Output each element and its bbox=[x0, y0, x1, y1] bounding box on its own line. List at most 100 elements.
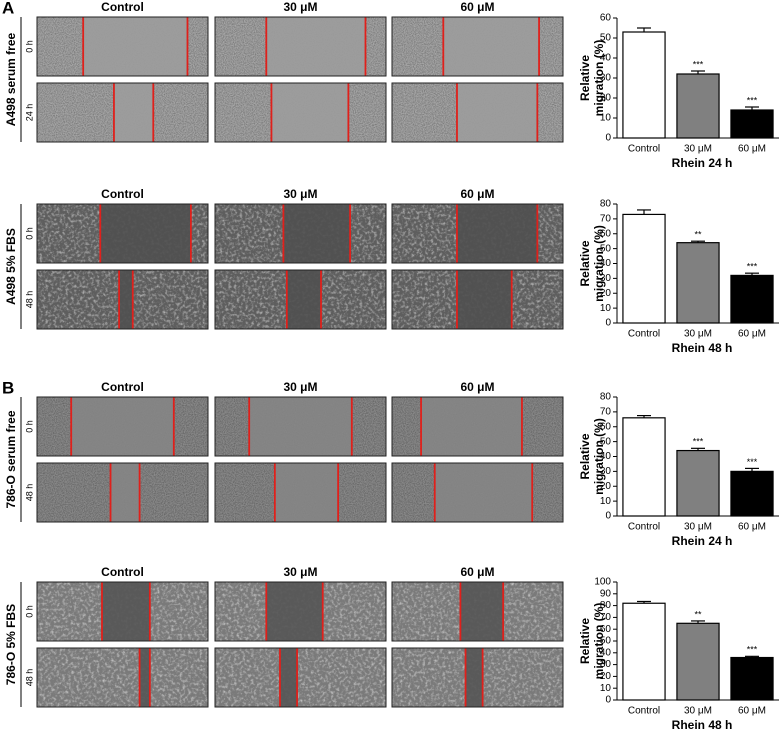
group-label: A498 serum free bbox=[4, 32, 18, 126]
significance: *** bbox=[747, 262, 758, 272]
wound-area bbox=[249, 397, 352, 456]
micrograph-texture bbox=[215, 648, 386, 707]
significance: *** bbox=[747, 645, 758, 655]
wound-area bbox=[266, 17, 366, 76]
y-tick-label: 40 bbox=[600, 451, 612, 462]
micrograph-border bbox=[214, 462, 387, 523]
column-header: Control bbox=[101, 187, 144, 201]
bar bbox=[676, 622, 720, 701]
y-tick-label: 100 bbox=[594, 577, 611, 588]
y-axis-label: Relative bbox=[578, 618, 592, 664]
y-tick-label: 30 bbox=[600, 466, 612, 477]
micrograph-border bbox=[391, 581, 564, 642]
micrograph-border bbox=[36, 269, 209, 330]
column-header: 60 μM bbox=[460, 565, 494, 579]
micrograph-texture bbox=[37, 648, 208, 707]
wound-area bbox=[434, 463, 533, 522]
bar bbox=[730, 274, 774, 324]
micrograph-border bbox=[391, 647, 564, 708]
y-tick-label: 20 bbox=[600, 671, 612, 682]
y-tick-label: 0 bbox=[605, 133, 611, 144]
wound-area bbox=[113, 83, 154, 142]
y-tick-label: 10 bbox=[600, 496, 612, 507]
y-tick-label: 40 bbox=[600, 258, 612, 269]
y-tick-label: 40 bbox=[600, 647, 612, 658]
micrograph-border bbox=[214, 581, 387, 642]
y-tick-label: 10 bbox=[600, 683, 612, 694]
y-tick-label: 0 bbox=[605, 695, 611, 706]
x-tick-label: 60 μM bbox=[738, 522, 766, 533]
micrograph-border bbox=[36, 203, 209, 264]
bar bbox=[622, 31, 666, 139]
y-tick-label: 30 bbox=[600, 659, 612, 670]
bar bbox=[676, 73, 720, 139]
y-tick-label: 20 bbox=[600, 93, 612, 104]
panel-letter: A bbox=[2, 0, 14, 17]
bar bbox=[730, 656, 774, 701]
y-axis-label: Relative bbox=[578, 433, 592, 479]
wound-area bbox=[100, 204, 191, 263]
wound-area bbox=[139, 648, 150, 707]
column-header: Control bbox=[101, 0, 144, 14]
y-axis-label: Relative bbox=[578, 55, 592, 101]
x-tick-label: Control bbox=[628, 144, 660, 155]
row-label: 0 h bbox=[24, 605, 34, 618]
micrograph-border bbox=[214, 16, 387, 77]
wound-area bbox=[456, 270, 512, 329]
group-label: 786-O serum free bbox=[4, 410, 18, 508]
y-tick-label: 30 bbox=[600, 273, 612, 284]
micrograph-border bbox=[214, 647, 387, 708]
bar bbox=[622, 417, 666, 517]
y-tick-label: 60 bbox=[600, 13, 612, 24]
wound-area bbox=[421, 397, 522, 456]
x-tick-label: Control bbox=[628, 706, 660, 717]
y-tick-label: 70 bbox=[600, 214, 612, 225]
column-header: 30 μM bbox=[283, 187, 317, 201]
row-label: 48 h bbox=[24, 291, 34, 309]
y-tick-label: 90 bbox=[600, 588, 612, 599]
micrograph-border bbox=[36, 647, 209, 708]
column-header: Control bbox=[101, 380, 144, 394]
wound-area bbox=[101, 582, 150, 641]
micrograph-border bbox=[391, 396, 564, 457]
y-tick-label: 60 bbox=[600, 228, 612, 239]
y-axis-label: Relative bbox=[578, 240, 592, 286]
row-label: 0 h bbox=[24, 40, 34, 53]
row-label: 48 h bbox=[24, 484, 34, 502]
y-tick-label: 70 bbox=[600, 407, 612, 418]
micrograph-border bbox=[391, 203, 564, 264]
micrograph-border bbox=[391, 16, 564, 77]
wound-area bbox=[119, 270, 133, 329]
column-header: 30 μM bbox=[283, 0, 317, 14]
bar bbox=[730, 470, 774, 517]
y-tick-label: 20 bbox=[600, 288, 612, 299]
significance: *** bbox=[747, 457, 758, 467]
x-axis-label: Rhein 48 h bbox=[672, 341, 733, 355]
x-tick-label: 30 μM bbox=[684, 522, 712, 533]
significance: ** bbox=[694, 230, 702, 240]
x-tick-label: Control bbox=[628, 522, 660, 533]
wound-area bbox=[443, 17, 540, 76]
x-tick-label: 30 μM bbox=[684, 706, 712, 717]
micrograph-border bbox=[391, 269, 564, 330]
significance: ** bbox=[694, 609, 702, 619]
x-axis-label: Rhein 24 h bbox=[672, 156, 733, 170]
wound-area bbox=[271, 83, 349, 142]
column-header: Control bbox=[101, 565, 144, 579]
x-tick-label: 60 μM bbox=[738, 329, 766, 340]
y-tick-label: 80 bbox=[600, 392, 612, 403]
bar bbox=[730, 109, 774, 139]
x-axis-label: Rhein 48 h bbox=[672, 718, 733, 730]
bar bbox=[676, 242, 720, 324]
wound-area bbox=[460, 582, 504, 641]
x-tick-label: 30 μM bbox=[684, 329, 712, 340]
wound-area bbox=[266, 582, 323, 641]
wound-area bbox=[283, 204, 351, 263]
row-label: 0 h bbox=[24, 420, 34, 433]
bar bbox=[622, 602, 666, 701]
significance: *** bbox=[693, 59, 704, 69]
wound-area bbox=[274, 463, 339, 522]
wound-area bbox=[456, 83, 538, 142]
x-tick-label: Control bbox=[628, 329, 660, 340]
wound-area bbox=[465, 648, 483, 707]
